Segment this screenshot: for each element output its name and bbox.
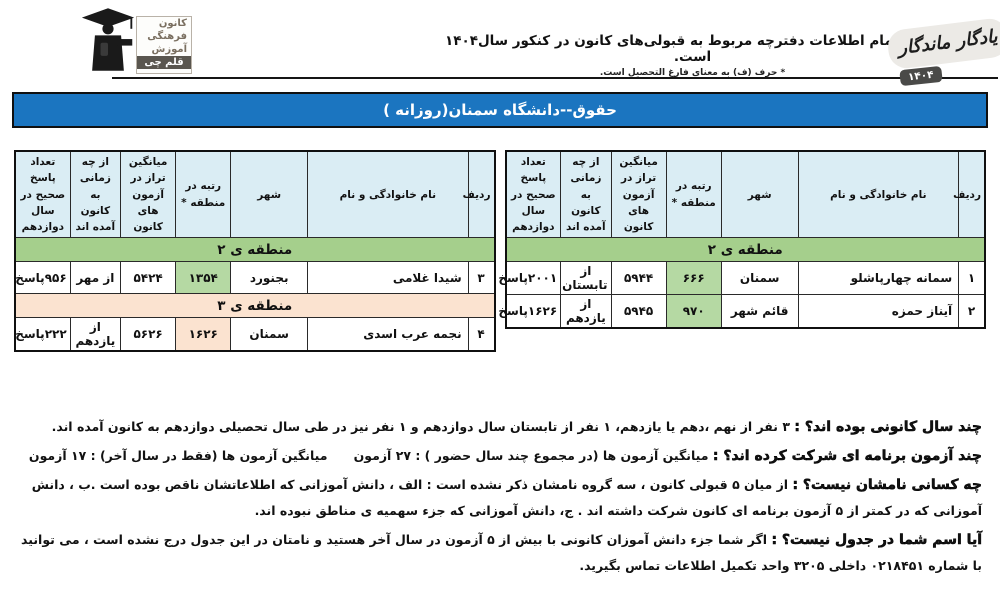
notice-text: توجه: تمام اطلاعات دفترچه مربوط به قبولی… — [444, 33, 941, 65]
footnote-contact: آیا اسم شما در جدول نیست؟ : اگر شما جزء … — [18, 527, 982, 579]
col-rank: رتبه در منطقه * — [175, 150, 232, 239]
results-tables: ردیف نام خانوادگی و نام شهر رتبه در منطق… — [14, 150, 986, 353]
results-table-right: ردیف نام خانوادگی و نام شهر رتبه در منطق… — [498, 150, 986, 330]
cell-avg-score: ۵۶۲۶ — [120, 317, 177, 352]
footnote-text: اگر شما جزء دانش آموزان کانونی با بیش از… — [21, 532, 982, 573]
footnote-excluded: چه کسانی نامشان نیست؟ : از میان ۵ قبولی … — [18, 472, 983, 524]
cell-correct-answers: ۹۵۶پاسخ — [14, 261, 71, 295]
cell-rank: ۶۶۶ — [665, 261, 722, 296]
brand-year-badge: ۱۴۰۴ — [899, 65, 943, 87]
cell-since: از تابستان — [560, 261, 612, 296]
cell-rank: ۱۶۲۶ — [175, 317, 232, 352]
student-row: ۳ شیدا غلامی بجنورد ۱۳۵۴ ۵۴۲۴ از مهر ۹۵۶… — [14, 261, 496, 295]
cell-name: نجمه عرب اسدی — [307, 317, 469, 352]
col-since: از چه زمانی به کانون آمده اند — [560, 150, 612, 239]
footnote-years: چند سال کانونی بوده اند؟ : ۳ نفر از نهم … — [18, 414, 983, 440]
col-radif: ردیف — [953, 150, 986, 239]
footnote-lead: چند سال کانونی بوده اند؟ : — [794, 419, 982, 436]
cell-rank: ۱۳۵۴ — [175, 261, 232, 295]
col-rank: رتبه در منطقه * — [665, 150, 722, 239]
col-correct-answers: تعداد پاسخ صحیح در سال دوازدهم — [504, 150, 562, 239]
cell-city: سمنان — [720, 261, 799, 296]
footnote-lead: چه کسانی نامشان نیست؟ : — [792, 477, 982, 494]
cell-avg-score: ۵۹۴۴ — [610, 261, 667, 296]
header-row: ردیف نام خانوادگی و نام شهر رتبه در منطق… — [14, 150, 496, 239]
results-table-left-wrap: ردیف نام خانوادگی و نام شهر رتبه در منطق… — [14, 150, 496, 353]
cell-city: بجنورد — [230, 261, 309, 295]
col-radif: ردیف — [463, 150, 496, 239]
col-avg-score: میانگین تراز در آزمون های کانون — [120, 150, 177, 239]
cell-correct-answers: ۲۰۰۱پاسخ — [498, 261, 562, 296]
results-table-right-wrap: ردیف نام خانوادگی و نام شهر رتبه در منطق… — [498, 150, 986, 330]
cell-city: قائم شهر — [720, 294, 799, 329]
cell-rank: ۹۷۰ — [665, 294, 722, 329]
student-row: ۴ نجمه عرب اسدی سمنان ۱۶۲۶ ۵۶۲۶ از یازده… — [14, 317, 496, 352]
cell-correct-answers: ۱۶۲۶پاسخ — [498, 294, 562, 329]
logo-line: فرهنگی — [147, 31, 187, 42]
cell-radif: ۴ — [467, 317, 496, 352]
col-city: شهر — [720, 150, 799, 239]
cell-radif: ۳ — [467, 261, 496, 295]
col-name: نام خانوادگی و نام — [797, 150, 960, 239]
col-name: نام خانوادگی و نام — [307, 150, 469, 239]
cell-since: از یازدهم — [69, 317, 122, 352]
col-correct-answers: تعداد پاسخ صحیح در سال دوازدهم — [14, 150, 71, 239]
cell-radif: ۲ — [958, 294, 986, 329]
cell-correct-answers: ۲۲۲پاسخ — [14, 317, 71, 352]
brand-name: یادگار ماندگار — [897, 26, 999, 60]
student-row: ۲ آیناز حمزه قائم شهر ۹۷۰ ۵۹۴۵ از یازدهم… — [498, 294, 986, 329]
cell-radif: ۱ — [958, 261, 986, 296]
graduate-abbrev-note: * حرف (ف) به معنای فارغ التحصیل است. — [599, 68, 786, 78]
student-row: ۱ سمانه چهارپاشلو سمنان ۶۶۶ ۵۹۴۴ از تابس… — [498, 261, 986, 296]
kanoon-logo: کانون فرهنگی آموزش قلم چی — [80, 6, 196, 74]
cell-name: آیناز حمزه — [797, 294, 960, 329]
footnote-text: ۳ نفر از نهم ،دهم یا یازدهم، ۱ نفر از تا… — [51, 419, 790, 434]
region-band-label: منطقه ی ۳ — [14, 293, 495, 319]
region-2-band: منطقه ی ۲ — [505, 237, 986, 263]
brand-bubble: یادگار ماندگار — [886, 16, 1000, 71]
region-band-label: منطقه ی ۲ — [505, 237, 986, 263]
kanoon-logo-text: کانون فرهنگی آموزش قلم چی — [136, 16, 192, 74]
results-table-left: ردیف نام خانوادگی و نام شهر رتبه در منطق… — [14, 150, 496, 353]
col-city: شهر — [230, 150, 309, 239]
cell-name: سمانه چهارپاشلو — [797, 261, 960, 296]
region-3-band: منطقه ی ۳ — [14, 293, 495, 319]
header-row: ردیف نام خانوادگی و نام شهر رتبه در منطق… — [504, 150, 986, 239]
footnote-exams: چند آزمون برنامه ای شرکت کرده اند؟ : میا… — [18, 443, 982, 469]
footnote-text: از میان ۵ قبولی کانون ، سه گروه نامشان ذ… — [31, 477, 982, 518]
cell-since: از مهر — [69, 261, 122, 295]
title-bar: حقوق--دانشگاه سمنان(روزانه ) — [12, 92, 988, 128]
region-band-label: منطقه ی ۲ — [14, 237, 495, 263]
graduate-icon — [81, 8, 135, 71]
cell-name: شیدا غلامی — [307, 261, 469, 295]
col-since: از چه زمانی به کانون آمده اند — [69, 150, 122, 239]
footnote-lead: چند آزمون برنامه ای شرکت کرده اند؟ : — [712, 448, 983, 465]
cell-since: از یازدهم — [560, 294, 612, 329]
cell-avg-score: ۵۴۲۴ — [120, 261, 177, 295]
region-2-band: منطقه ی ۲ — [14, 237, 495, 263]
logo-line: آموزش — [151, 44, 187, 55]
header-divider — [112, 77, 998, 79]
cell-avg-score: ۵۹۴۵ — [610, 294, 667, 329]
cell-city: سمنان — [230, 317, 309, 352]
page-title: حقوق--دانشگاه سمنان(روزانه ) — [383, 101, 617, 119]
col-avg-score: میانگین تراز در آزمون های کانون — [610, 150, 667, 239]
logo-line: کانون — [158, 18, 187, 29]
yadegar-mandegar-brand: یادگار ماندگار ۱۴۰۴ — [886, 16, 1000, 87]
logo-line-highlight: قلم چی — [137, 56, 191, 69]
footnote-text: میانگین آزمون ها (در مجموع چند سال حضور … — [28, 448, 709, 463]
header-text: توجه: تمام اطلاعات دفترچه مربوط به قبولی… — [435, 33, 950, 78]
footnote-lead: آیا اسم شما در جدول نیست؟ : — [771, 532, 982, 549]
footnotes: چند سال کانونی بوده اند؟ : ۳ نفر از نهم … — [18, 414, 982, 582]
